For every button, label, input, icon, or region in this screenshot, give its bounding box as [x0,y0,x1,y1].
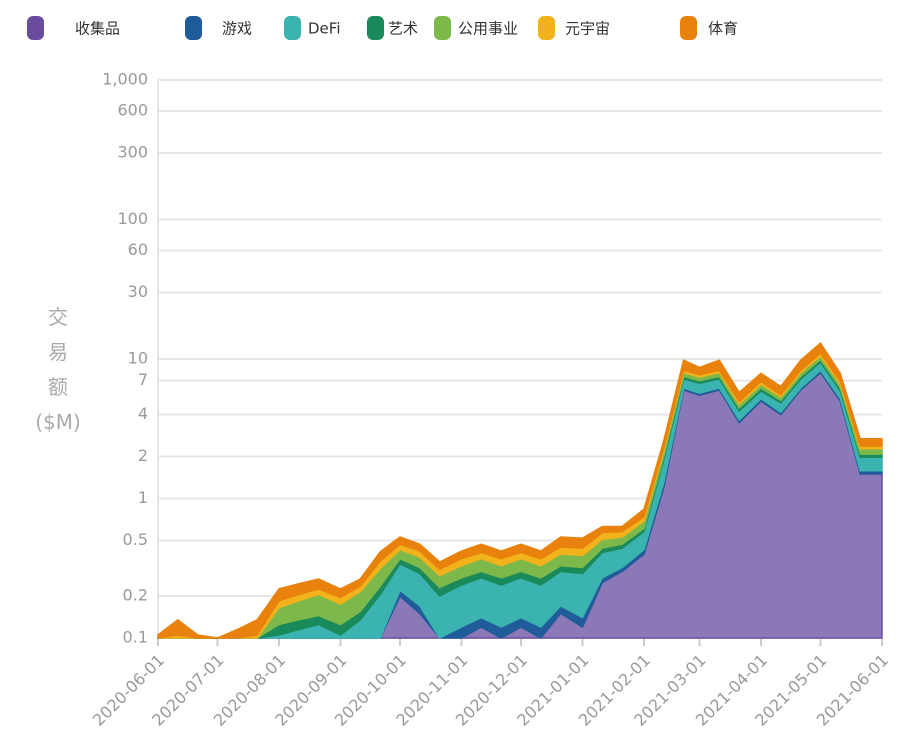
y-axis-label: 交易额($M) [35,305,81,434]
y-tick-label: 0.1 [123,628,148,647]
legend-label: 收集品 [75,20,120,38]
legend-label: DeFi [308,20,340,38]
y-tick-label: 0.5 [123,530,148,549]
y-tick-label: 1 [138,488,148,507]
legend-swatch [27,16,44,40]
y-tick-label: 1,000 [102,70,148,89]
legend-label: 元宇宙 [565,20,610,38]
legend-label: 公用事业 [458,20,518,38]
legend-swatch [185,16,202,40]
y-tick-label: 0.2 [123,586,148,605]
y-tick-label: 2 [138,446,148,465]
legend-swatch [680,16,697,40]
legend-label: 艺术 [388,20,418,38]
area-band [157,342,883,639]
legend-swatch [538,16,555,40]
y-tick-label: 300 [117,142,148,161]
y-tick-label: 60 [128,240,148,259]
y-tick-label: 7 [138,370,148,389]
y-tick-label: 30 [128,282,148,301]
legend-label: 游戏 [222,20,252,38]
legend-swatch [367,16,384,40]
y-tick-label: 100 [117,209,148,228]
legend-swatch [284,16,301,40]
legend-swatch [434,16,451,40]
y-tick-label: 10 [128,349,148,368]
y-tick-label: 600 [117,100,148,119]
y-tick-label: 4 [138,404,148,423]
legend-label: 体育 [708,20,738,38]
